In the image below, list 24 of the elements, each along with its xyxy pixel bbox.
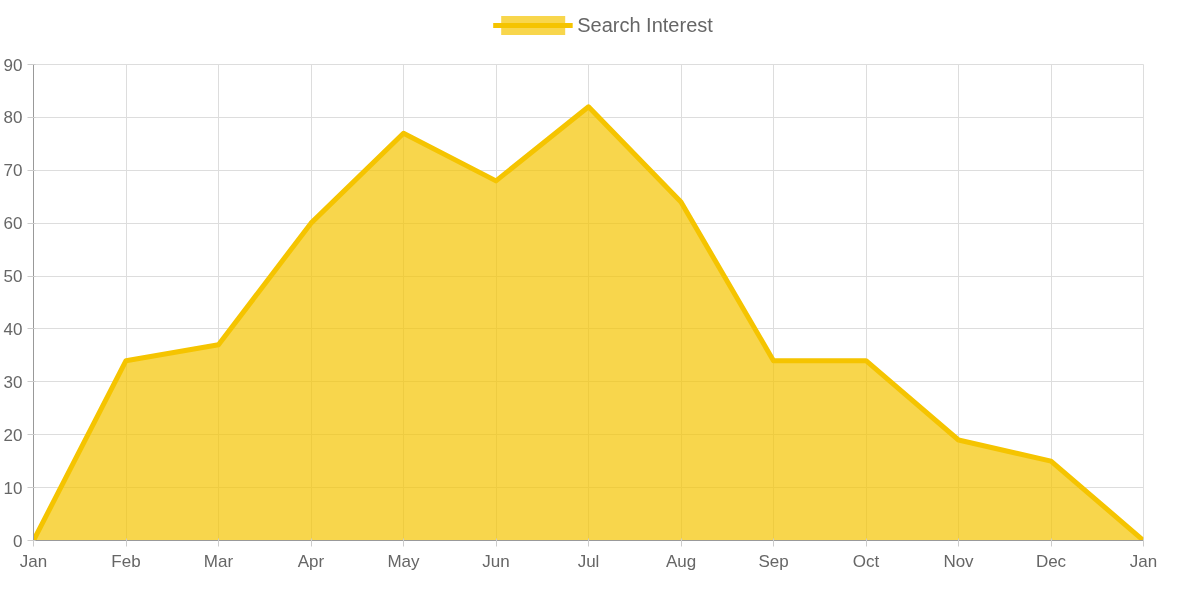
x-tick-label: Dec — [1035, 551, 1067, 571]
y-tick-label: 90 — [3, 55, 23, 75]
x-tick-label: May — [387, 551, 421, 571]
x-tick-label: Jun — [482, 551, 510, 571]
x-tick-label: Feb — [111, 551, 141, 571]
x-tick-label: Mar — [203, 551, 234, 571]
x-tick-label: Jan — [1129, 551, 1158, 571]
x-tick-label: Jul — [577, 551, 600, 571]
x-tick-label: Nov — [943, 551, 975, 571]
x-tick-label: Apr — [297, 551, 325, 571]
legend-label: Search Interest — [577, 13, 713, 37]
y-tick-label: 50 — [3, 267, 23, 287]
y-tick-label: 10 — [3, 478, 23, 498]
y-tick-label: 40 — [3, 319, 23, 339]
y-tick-label: 80 — [3, 108, 23, 128]
y-tick-label: 30 — [3, 372, 23, 392]
y-tick-label: 70 — [3, 161, 23, 181]
x-tick-label: Jan — [19, 551, 48, 571]
x-tick-label: Aug — [665, 551, 697, 571]
y-tick-label: 60 — [3, 214, 23, 234]
x-tick-label: Oct — [852, 551, 880, 571]
x-tick-label: Sep — [758, 551, 789, 571]
y-tick-label: 0 — [13, 531, 23, 551]
y-tick-label: 20 — [3, 425, 23, 445]
